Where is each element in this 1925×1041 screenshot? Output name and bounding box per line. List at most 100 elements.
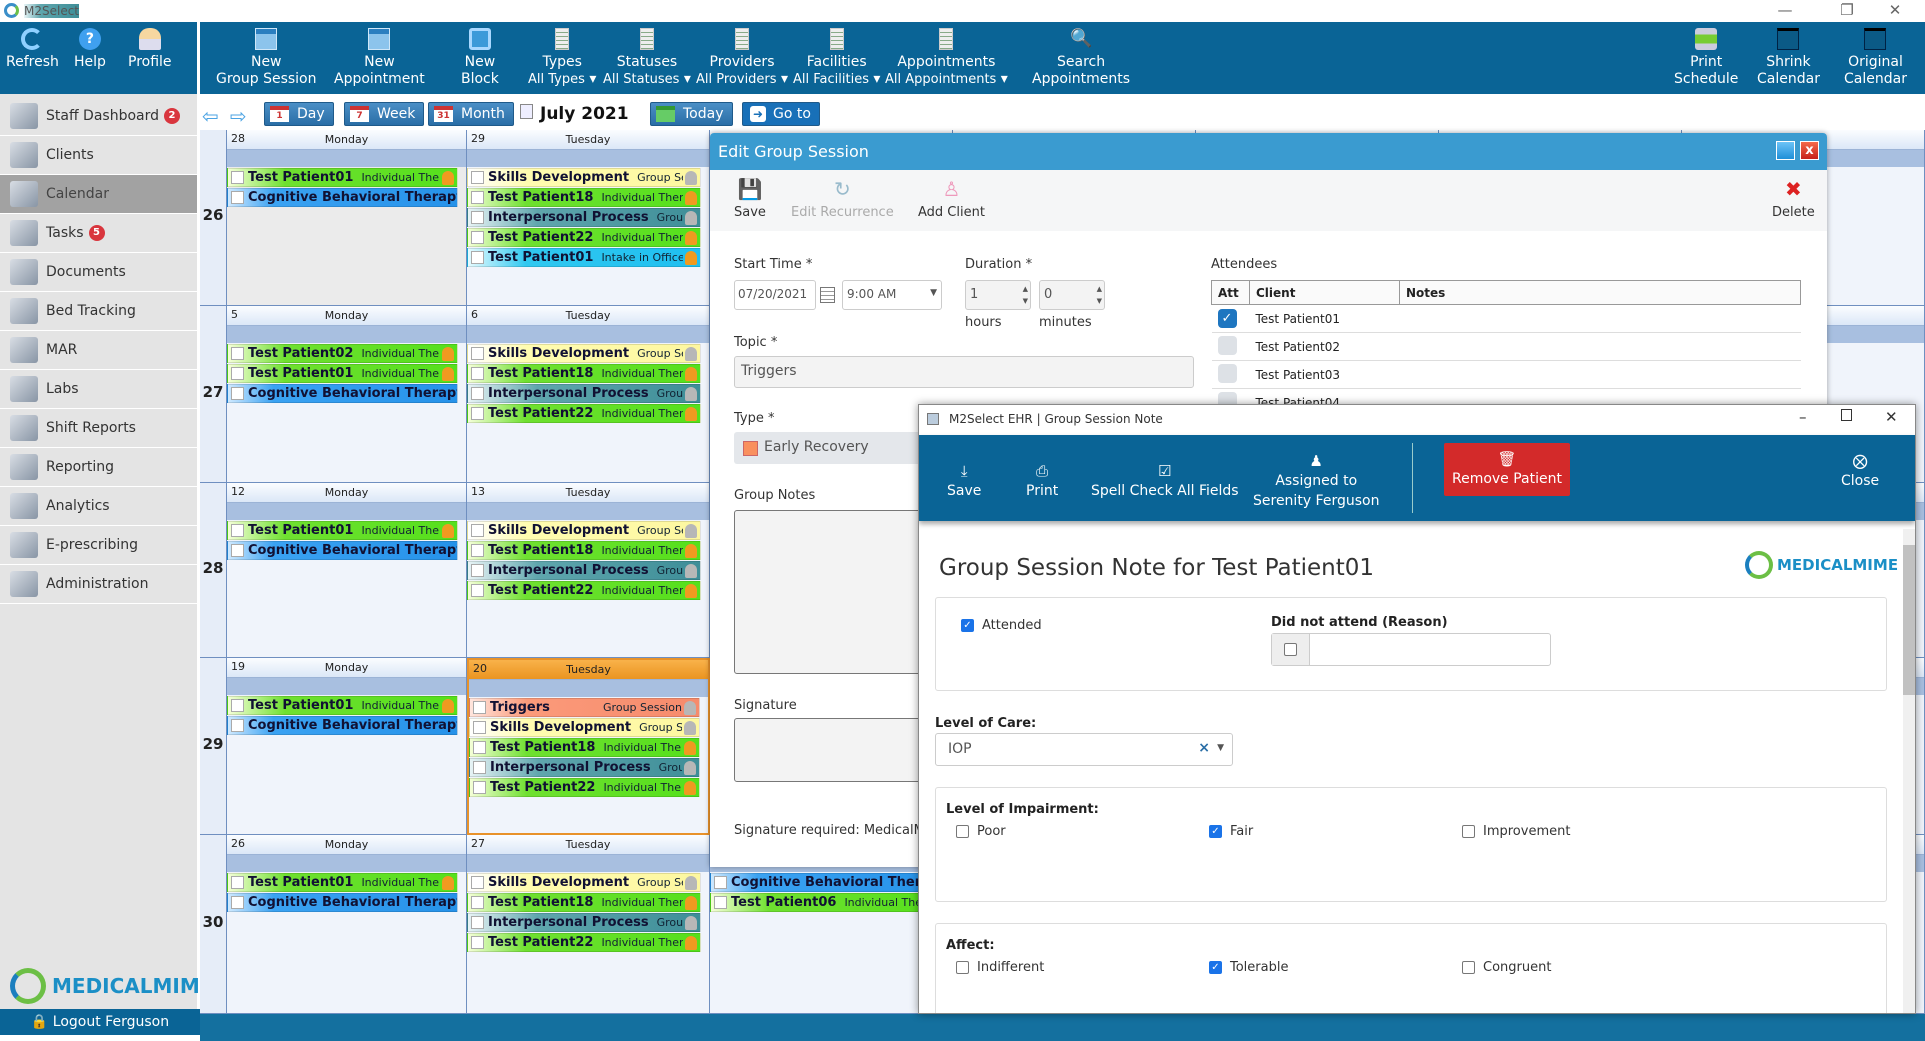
logout-button[interactable]: 🔒 Logout Ferguson <box>0 1009 200 1035</box>
save-button[interactable]: ⤓ Save <box>947 461 981 501</box>
calendar-event[interactable]: Test Patient22 Individual Thera.. <box>467 581 701 600</box>
attended-checkbox[interactable]: ✓ Attended <box>961 618 1042 633</box>
close-icon[interactable]: x <box>1800 141 1819 160</box>
sidebar-item-mar[interactable]: MAR <box>0 331 197 370</box>
remove-patient-button[interactable]: 🗑 Remove Patient <box>1444 443 1570 496</box>
calendar-event[interactable]: Cognitive Behavioral Therapy <box>227 384 458 403</box>
providers-filter[interactable]: Providers All Providers ▾ <box>696 28 788 88</box>
calendar-event[interactable]: Cognitive Behavioral Therapy <box>710 873 944 892</box>
day-cell[interactable]: 6 Tuesday Skills Development Group Ses.. Tes… <box>467 306 710 483</box>
spinner-arrows-icon[interactable]: ▲ ▼ <box>1096 285 1102 305</box>
types-filter[interactable]: Types All Types ▾ <box>528 28 596 88</box>
affect-option-tolerable[interactable]: ✓ Tolerable <box>1209 960 1288 975</box>
attendee-row[interactable]: Test Patient02 <box>1211 332 1801 361</box>
save-button[interactable]: 💾 Save <box>734 178 766 220</box>
calendar-event[interactable]: Interpersonal Process Group .. <box>467 208 701 227</box>
new-group-session-button[interactable]: New Group Session <box>216 28 317 88</box>
goto-button[interactable]: ➜ Go to <box>742 102 820 126</box>
type-select[interactable]: Early Recovery <box>734 432 934 464</box>
attendance-checkbox[interactable] <box>1217 363 1237 383</box>
restore-icon[interactable]: ❐ <box>1840 1 1854 19</box>
print-schedule-button[interactable]: Print Schedule <box>1674 28 1738 88</box>
impairment-option-improvement[interactable]: Improvement <box>1462 824 1570 839</box>
new-block-button[interactable]: New Block <box>461 28 499 88</box>
day-cell[interactable]: 26 Monday Test Patient01 Individual Thera..… <box>227 835 467 1014</box>
calendar-event[interactable]: Skills Development Group Ses.. <box>469 718 700 737</box>
help-button[interactable]: ? Help <box>74 28 106 71</box>
sidebar-item-tasks[interactable]: Tasks 5 <box>0 214 197 253</box>
did-not-attend-reason-input[interactable] <box>1310 634 1550 665</box>
print-button[interactable]: ⎙ Print <box>1026 461 1058 501</box>
sidebar-item-labs[interactable]: Labs <box>0 370 197 409</box>
appointments-filter[interactable]: Appointments All Appointments ▾ <box>885 28 1008 88</box>
close-icon[interactable]: ✕ <box>1888 1 1902 19</box>
impairment-option-fair[interactable]: ✓ Fair <box>1209 824 1253 839</box>
next-arrow-icon[interactable]: ⇨ <box>230 104 247 128</box>
calendar-icon[interactable] <box>820 287 835 303</box>
statuses-filter[interactable]: Statuses All Statuses ▾ <box>603 28 691 88</box>
day-view-button[interactable]: 1 Day <box>264 102 334 126</box>
attendee-row[interactable]: Test Patient03 <box>1211 360 1801 389</box>
spell-check-button[interactable]: ☑ Spell Check All Fields <box>1091 461 1239 501</box>
calendar-event[interactable]: Interpersonal Process Group .. <box>467 913 701 932</box>
calendar-event[interactable]: Skills Development Group Ses.. <box>467 873 701 892</box>
calendar-event[interactable]: Skills Development Group Ses.. <box>467 344 701 363</box>
day-cell[interactable]: 27 Tuesday Skills Development Group Ses.. Te… <box>467 835 710 1014</box>
attendance-checkbox[interactable] <box>1217 335 1237 355</box>
calendar-event[interactable]: Test Patient01 Individual Thera.. <box>227 696 458 715</box>
assigned-to-button[interactable]: ♟ Assigned to Serenity Ferguson <box>1253 451 1379 511</box>
sidebar-item-e-prescribing[interactable]: E-prescribing <box>0 526 197 565</box>
sidebar-item-calendar[interactable]: Calendar <box>0 175 197 214</box>
day-cell[interactable]: 13 Tuesday Skills Development Group Ses.. Te… <box>467 483 710 658</box>
calendar-event[interactable]: Test Patient02 Individual Thera.. <box>227 344 458 363</box>
search-appointments-button[interactable]: 🔍 Search Appointments <box>1032 28 1130 88</box>
calendar-event[interactable]: Test Patient18 Individual Thera.. <box>469 738 700 757</box>
close-icon[interactable]: ✕ <box>1885 408 1898 426</box>
calendar-event[interactable]: Test Patient01 Individual Thera.. <box>227 873 458 892</box>
calendar-event[interactable]: Test Patient01 Intake in Office <box>467 248 701 267</box>
date-input[interactable]: 07/20/2021 <box>734 280 816 310</box>
sidebar-item-documents[interactable]: Documents <box>0 253 197 292</box>
day-cell[interactable]: 19 Monday Test Patient01 Individual Thera..… <box>227 658 467 835</box>
calendar-event[interactable]: Test Patient22 Individual Thera.. <box>467 228 701 247</box>
impairment-option-poor[interactable]: Poor <box>956 824 1006 839</box>
new-appointment-button[interactable]: New Appointment <box>334 28 425 88</box>
sidebar-item-clients[interactable]: Clients <box>0 136 197 175</box>
topic-input[interactable]: Triggers <box>734 356 1194 388</box>
notes-cell[interactable] <box>1399 360 1801 389</box>
sidebar-item-analytics[interactable]: Analytics <box>0 487 197 526</box>
calendar-event[interactable]: Triggers Group Session <box>469 698 700 717</box>
spinner-arrows-icon[interactable]: ▲ ▼ <box>1022 285 1028 305</box>
signature-pad[interactable] <box>734 718 924 782</box>
calendar-event[interactable]: Skills Development Group Ses.. <box>467 168 701 187</box>
month-view-button[interactable]: 31 Month <box>428 102 514 126</box>
group-notes-textarea[interactable] <box>734 510 924 674</box>
calendar-event[interactable]: Test Patient22 Individual Thera.. <box>467 404 701 423</box>
minimize-icon[interactable]: – <box>1799 408 1807 426</box>
calendar-event[interactable]: Test Patient06 Individual Thera.. <box>710 893 944 912</box>
edit-recurrence-button[interactable]: ↻ Edit Recurrence <box>791 178 894 220</box>
day-cell[interactable]: 12 Monday Test Patient01 Individual Thera..… <box>227 483 467 658</box>
calendar-event[interactable]: Test Patient01 Individual Thera.. <box>227 364 458 383</box>
week-view-button[interactable]: 7 Week <box>344 102 425 126</box>
facilities-filter[interactable]: Facilities All Facilities ▾ <box>793 28 880 88</box>
original-calendar-button[interactable]: Original Calendar <box>1844 28 1907 88</box>
profile-button[interactable]: Profile <box>128 28 172 71</box>
calendar-event[interactable]: Test Patient22 Individual Thera.. <box>469 778 700 797</box>
notes-cell[interactable] <box>1399 304 1801 333</box>
scrollbar[interactable] <box>1903 529 1915 1013</box>
notes-cell[interactable] <box>1399 332 1801 361</box>
sidebar-item-reporting[interactable]: Reporting <box>0 448 197 487</box>
today-button[interactable]: Today <box>650 102 733 126</box>
calendar-event[interactable]: Cognitive Behavioral Therapy <box>227 716 458 735</box>
calendar-event[interactable]: Test Patient01 Individual Thera.. <box>227 168 458 187</box>
day-cell[interactable]: 28 Monday Test Patient01 Individual Thera..… <box>227 130 467 306</box>
sidebar-item-staff-dashboard[interactable]: Staff Dashboard 2 <box>0 97 197 136</box>
day-cell[interactable]: 29 Tuesday Skills Development Group Ses.. Te… <box>467 130 710 306</box>
did-not-attend-checkbox[interactable] <box>1272 634 1310 665</box>
calendar-event[interactable]: Test Patient18 Individual Thera.. <box>467 541 701 560</box>
maximize-icon[interactable] <box>1841 409 1852 421</box>
calendar-event[interactable]: Test Patient01 Individual Thera.. <box>227 521 458 540</box>
minutes-stepper[interactable]: 0 ▲ ▼ <box>1039 280 1105 310</box>
calendar-event[interactable]: Interpersonal Process Group .. <box>469 758 700 777</box>
